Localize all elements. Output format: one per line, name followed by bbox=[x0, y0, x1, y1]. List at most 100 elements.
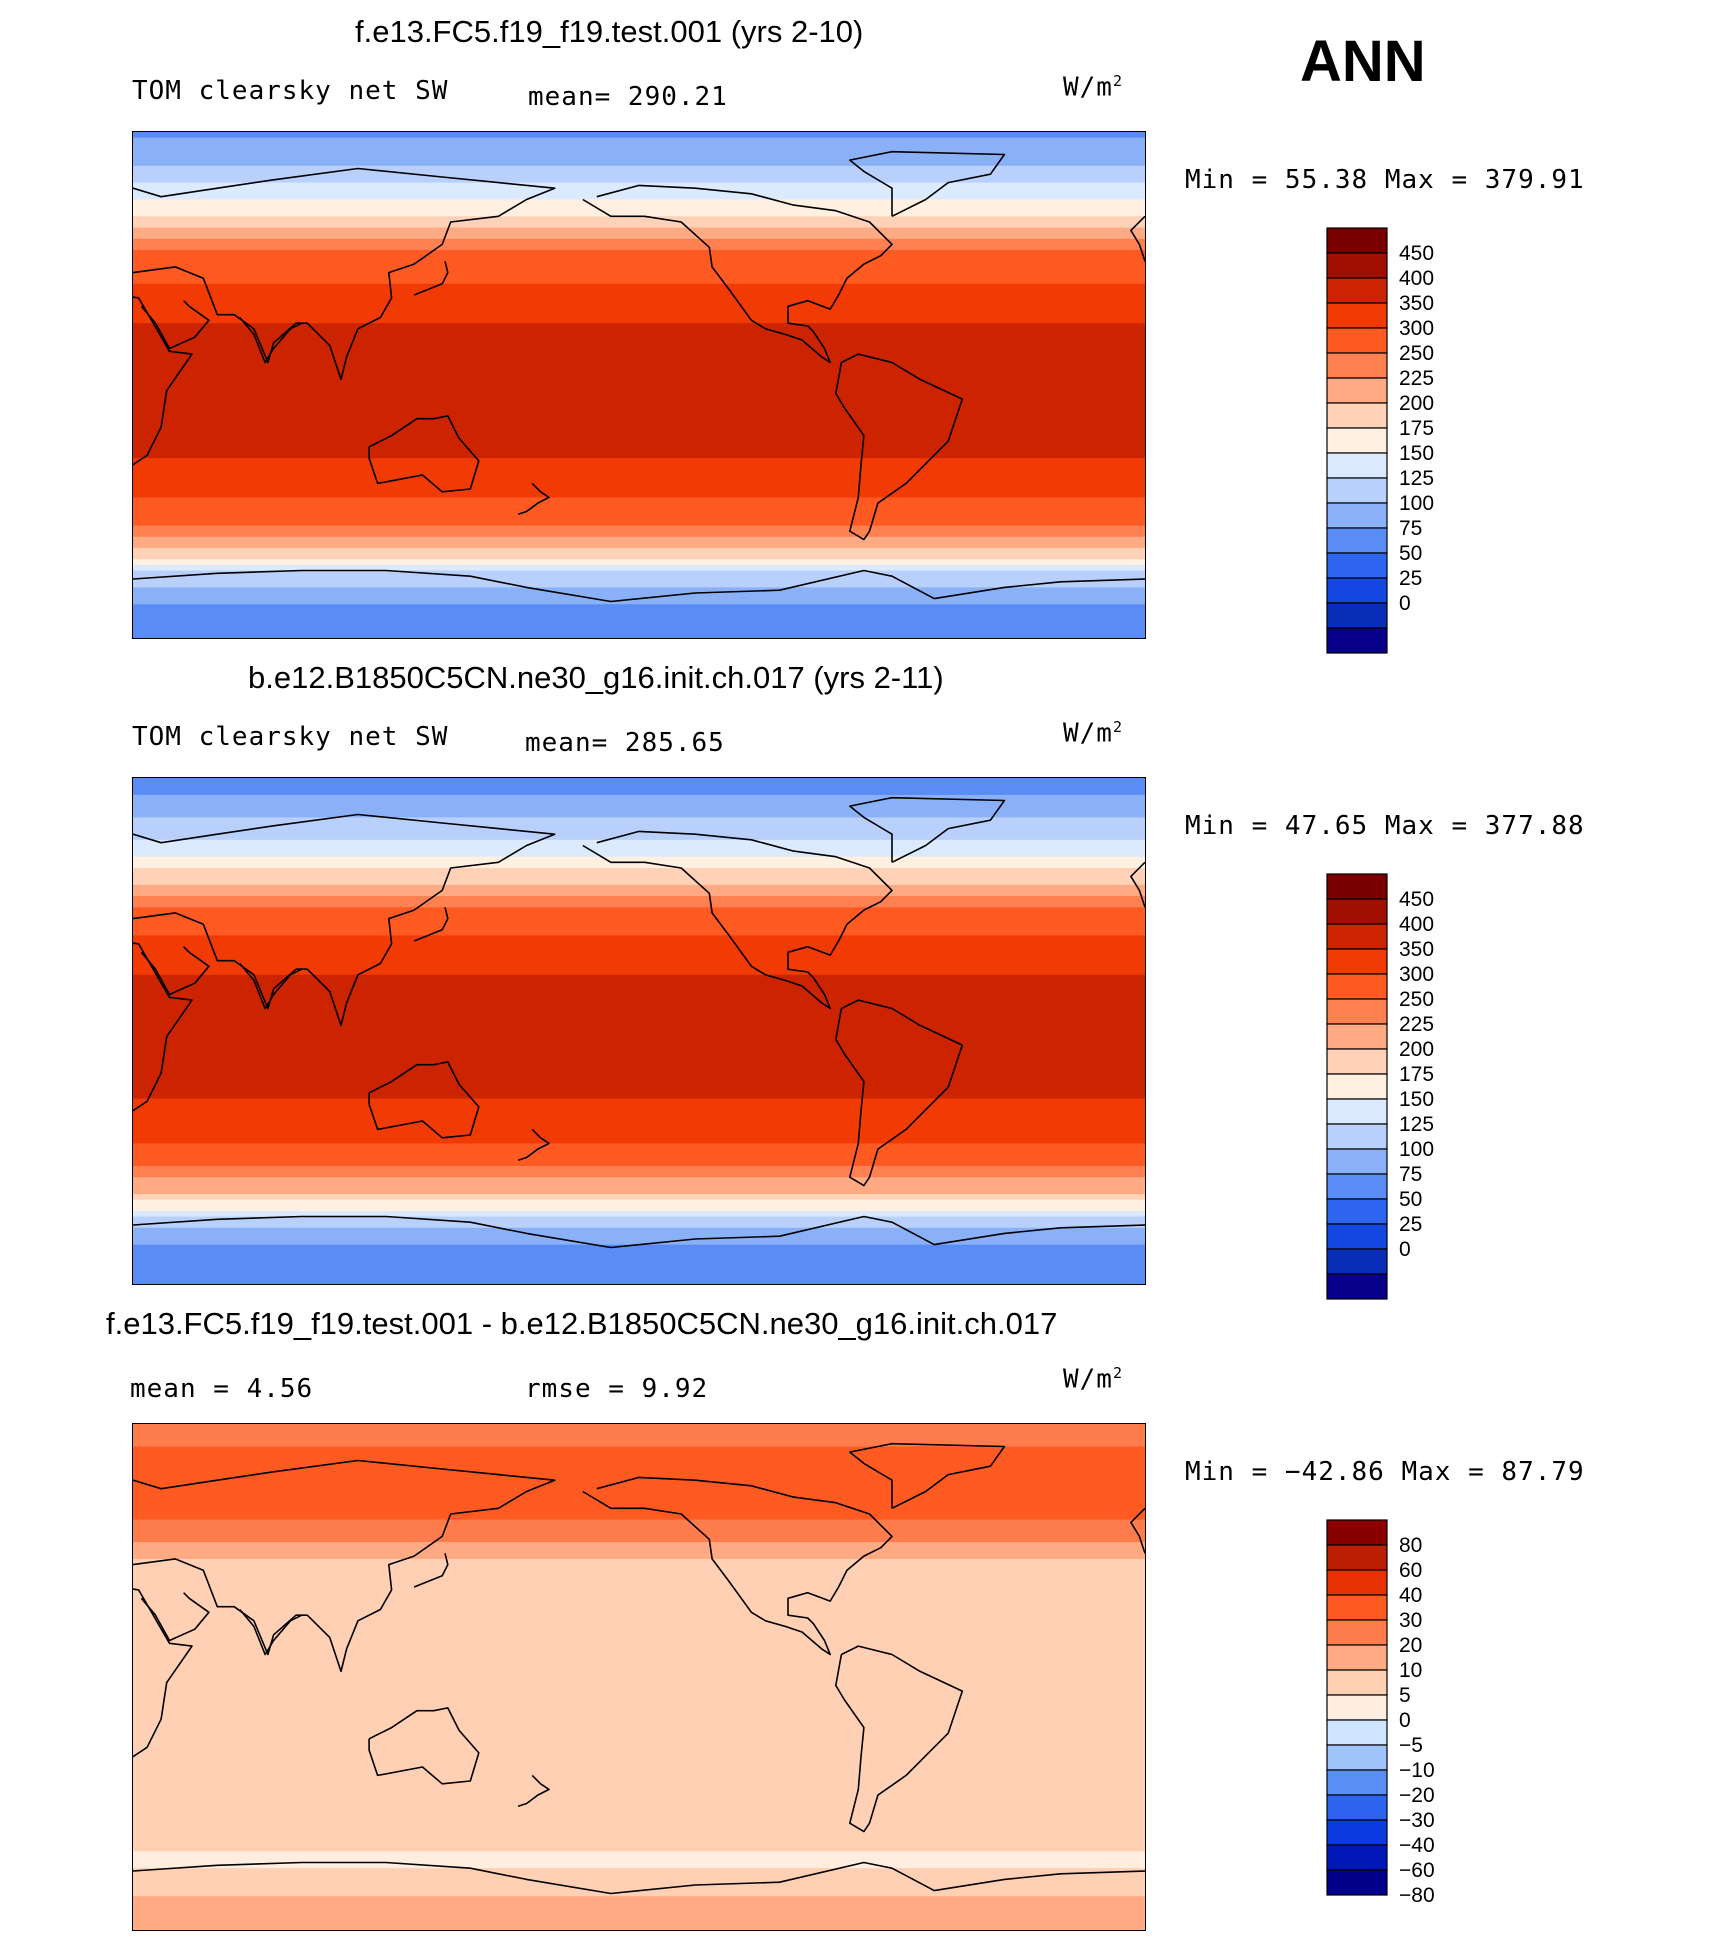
contour-band bbox=[133, 564, 1145, 572]
contour-band bbox=[133, 817, 1145, 824]
contour-band bbox=[133, 458, 1145, 465]
south-america-outline bbox=[835, 353, 964, 541]
panel-1-map bbox=[132, 131, 1146, 639]
contour-band bbox=[133, 424, 1145, 431]
panel-2-minmax: Min = 47.65 Max = 377.88 bbox=[1185, 811, 1585, 841]
europe-west-outline bbox=[1130, 861, 1145, 908]
contour-band bbox=[133, 1558, 1145, 1566]
contour-band bbox=[133, 1205, 1145, 1212]
contour-band bbox=[133, 1047, 1145, 1055]
north-america-outline bbox=[582, 830, 893, 1010]
contour-band bbox=[133, 193, 1145, 201]
contour-band bbox=[133, 480, 1145, 487]
colorbar-swatch bbox=[1326, 552, 1388, 579]
colorbar-swatch bbox=[1326, 948, 1388, 975]
contour-band bbox=[133, 1199, 1145, 1206]
contour-band bbox=[133, 1587, 1145, 1594]
contour-band bbox=[133, 227, 1145, 234]
contour-band bbox=[133, 1862, 1145, 1869]
contour-band bbox=[133, 328, 1145, 335]
contour-band bbox=[133, 1468, 1145, 1476]
contour-band bbox=[133, 1592, 1145, 1599]
contour-band bbox=[133, 261, 1145, 268]
australia-outline bbox=[368, 1061, 480, 1139]
colorbar-tick-label: −5 bbox=[1399, 1734, 1423, 1757]
europe-west-outline bbox=[1130, 1507, 1145, 1554]
contour-band bbox=[133, 1075, 1145, 1083]
contour-band bbox=[133, 429, 1145, 437]
contour-band bbox=[133, 1452, 1145, 1459]
contour-band bbox=[133, 1688, 1145, 1695]
contour-band bbox=[133, 446, 1145, 454]
panel-3-units: W/m2 bbox=[1063, 1364, 1123, 1395]
colorbar-swatch bbox=[1326, 627, 1388, 654]
contour-band bbox=[133, 1098, 1145, 1105]
contour-band bbox=[133, 1901, 1145, 1909]
contour-band bbox=[133, 233, 1145, 240]
contour-band bbox=[133, 340, 1145, 347]
contour-band bbox=[133, 536, 1145, 544]
contour-band bbox=[133, 379, 1145, 386]
contour-band bbox=[133, 946, 1145, 953]
contour-band bbox=[133, 1104, 1145, 1111]
contour-band bbox=[133, 822, 1145, 830]
contour-band bbox=[133, 1115, 1145, 1122]
contour-band bbox=[133, 1665, 1145, 1672]
contour-band bbox=[133, 132, 1145, 139]
antarctica-outline bbox=[133, 1861, 1145, 1895]
contour-band bbox=[133, 1575, 1145, 1583]
contour-band bbox=[133, 1143, 1145, 1150]
contour-band bbox=[133, 1761, 1145, 1768]
contour-band bbox=[133, 368, 1145, 375]
panel-2-mean-label: mean= 285.65 bbox=[525, 728, 725, 758]
panel-3-rmse-label: rmse = 9.92 bbox=[525, 1374, 709, 1404]
contour-band bbox=[133, 1519, 1145, 1526]
contour-band bbox=[133, 1811, 1145, 1819]
contour-band bbox=[133, 1705, 1145, 1712]
contour-band bbox=[133, 143, 1145, 150]
season-label: ANN bbox=[1300, 29, 1426, 94]
colorbar-tick-label: 225 bbox=[1399, 1013, 1434, 1036]
contour-band bbox=[133, 1244, 1145, 1251]
contour-band bbox=[133, 1868, 1145, 1875]
contour-band bbox=[133, 334, 1145, 341]
contour-band bbox=[133, 929, 1145, 937]
colorbar-swatch bbox=[1326, 1273, 1388, 1300]
contour-band bbox=[133, 1485, 1145, 1493]
contour-band bbox=[133, 1547, 1145, 1554]
panel-2-map bbox=[132, 777, 1146, 1285]
colorbar-swatch bbox=[1326, 402, 1388, 429]
contour-band bbox=[133, 452, 1145, 459]
contour-band bbox=[133, 778, 1145, 785]
contour-band bbox=[133, 867, 1145, 875]
panel-2-units: W/m2 bbox=[1063, 718, 1123, 749]
contour-band bbox=[133, 188, 1145, 195]
contour-band bbox=[133, 1637, 1145, 1644]
contour-band bbox=[133, 1913, 1145, 1920]
contour-band bbox=[133, 1267, 1145, 1274]
colorbar-tick-label: 225 bbox=[1399, 367, 1434, 390]
contour-band bbox=[133, 1738, 1145, 1746]
colorbar-tick-label: 150 bbox=[1399, 442, 1434, 465]
colorbar-swatch bbox=[1326, 1694, 1388, 1721]
contour-band bbox=[133, 1772, 1145, 1779]
contour-band bbox=[133, 413, 1145, 420]
europe-west-outline bbox=[1130, 215, 1145, 262]
contour-band bbox=[133, 244, 1145, 251]
colorbar-tick-label: −60 bbox=[1399, 1859, 1435, 1882]
panel-3-map bbox=[132, 1423, 1146, 1931]
colorbar-tick-label: 0 bbox=[1399, 1709, 1411, 1732]
contour-band bbox=[133, 1014, 1145, 1021]
japan-outline bbox=[413, 907, 449, 942]
contour-band bbox=[133, 278, 1145, 285]
contour-band bbox=[133, 1059, 1145, 1066]
contour-band bbox=[133, 216, 1145, 223]
contour-band bbox=[133, 486, 1145, 493]
contour-band bbox=[133, 1440, 1145, 1448]
contour-band bbox=[133, 1250, 1145, 1257]
colorbar-swatch bbox=[1326, 1544, 1388, 1571]
colorbar-swatch bbox=[1326, 1123, 1388, 1150]
contour-band bbox=[133, 323, 1145, 330]
